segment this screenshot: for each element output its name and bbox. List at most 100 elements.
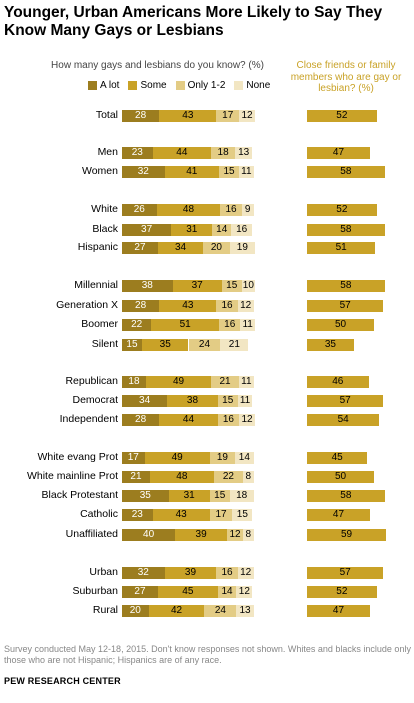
- row-label-women: Women: [82, 165, 118, 177]
- bar-value-none-generation-x: 12: [240, 300, 252, 311]
- bar-segment-only12-republican: [211, 376, 240, 388]
- close-value-total: 52: [336, 110, 348, 121]
- bar-segment-none-white-evang-prot: [235, 452, 254, 464]
- bar-segment-some-boomer: [151, 319, 220, 331]
- bar-value-a-lot-hispanic: 27: [134, 242, 146, 253]
- bar-value-a-lot-silent: 15: [126, 339, 138, 350]
- bar-segment-none-white-mainline-prot: [243, 471, 254, 483]
- row-label-silent: Silent: [91, 338, 118, 350]
- close-bar-rural: [307, 605, 370, 617]
- row-label-rural: Rural: [92, 604, 118, 616]
- bar-segment-a-lot-hispanic: [122, 242, 158, 254]
- bar-segment-none-men: [235, 147, 253, 159]
- bar-value-a-lot-unaffiliated: 40: [143, 529, 155, 540]
- close-bar-total: [307, 110, 377, 122]
- bar-value-a-lot-women: 32: [137, 166, 149, 177]
- bar-value-a-lot-black-protestant: 35: [139, 490, 151, 501]
- bar-value-only12-independent: 16: [222, 414, 234, 425]
- close-bar-black-protestant: [307, 490, 385, 502]
- bar-value-only12-white: 16: [225, 204, 237, 215]
- close-value-boomer: 50: [334, 319, 347, 330]
- bar-value-only12-catholic: 17: [215, 509, 227, 520]
- legend-swatch-only-1-2: [175, 81, 185, 90]
- bar-value-only12-boomer: 16: [224, 319, 236, 330]
- bar-value-none-republican: 11: [241, 376, 252, 387]
- bar-segment-a-lot-independent: [122, 414, 160, 426]
- bar-segment-a-lot-black: [122, 224, 172, 236]
- close-bar-millennial: [307, 280, 385, 292]
- bar-segment-a-lot-boomer: [122, 319, 152, 331]
- bar-segment-some-democrat: [167, 395, 218, 407]
- bar-value-a-lot-rural: 20: [129, 605, 141, 616]
- bar-value-some-urban: 39: [184, 567, 197, 578]
- legend-swatch-a-lot: [88, 81, 97, 90]
- close-bar-democrat: [307, 395, 384, 407]
- legend-swatch-none: [234, 81, 244, 90]
- bar-segment-some-white-mainline-prot: [149, 471, 214, 483]
- close-value-rural: 47: [332, 605, 345, 616]
- bar-value-only12-unaffiliated: 12: [229, 529, 241, 540]
- bar-value-some-white-evang-prot: 49: [171, 452, 183, 463]
- bar-segment-none-women: [239, 166, 254, 178]
- bar-segment-a-lot-women: [122, 166, 165, 178]
- close-value-urban: 57: [339, 567, 351, 578]
- close-bar-unaffiliated: [307, 529, 387, 541]
- bar-segment-only12-black: [212, 224, 232, 236]
- row-label-suburban: Suburban: [72, 585, 118, 597]
- bar-segment-none-white: [241, 204, 254, 216]
- bar-segment-none-total: [239, 110, 255, 122]
- bar-segment-only12-hispanic: [203, 242, 230, 254]
- close-bar-black: [307, 224, 385, 236]
- bar-segment-only12-men: [211, 147, 236, 159]
- bar-segment-only12-boomer: [219, 319, 241, 331]
- bar-value-some-boomer: 51: [179, 319, 191, 330]
- bar-segment-a-lot-generation-x: [122, 300, 160, 312]
- legend-item-none: None: [234, 80, 270, 91]
- bar-value-only12-millennial: 15: [226, 280, 238, 291]
- bar-value-some-black-protestant: 31: [183, 490, 195, 501]
- bar-segment-some-rural: [148, 605, 205, 617]
- bar-segment-a-lot-white-evang-prot: [122, 452, 145, 464]
- bar-value-only12-women: 15: [223, 166, 235, 177]
- bar-value-only12-urban: 16: [221, 567, 233, 578]
- bar-value-none-women: 11: [241, 166, 252, 177]
- bar-segment-only12-women: [219, 166, 240, 178]
- legend-label-none: None: [246, 80, 271, 91]
- bar-segment-none-independent: [239, 414, 255, 426]
- bar-value-none-black-protestant: 18: [236, 490, 248, 501]
- bar-segment-a-lot-catholic: [122, 509, 153, 521]
- row-label-generation-x: Generation X: [56, 299, 118, 311]
- row-label-total: Total: [95, 109, 118, 121]
- bar-value-some-white-mainline-prot: 48: [176, 471, 188, 482]
- bar-segment-some-suburban: [157, 586, 218, 598]
- bar-value-none-boomer: 11: [242, 319, 253, 330]
- legend-item-a-lot: A lot: [88, 80, 119, 91]
- bar-value-none-unaffiliated: 8: [245, 529, 252, 540]
- bar-value-some-white: 48: [182, 204, 195, 215]
- bar-segment-none-unaffiliated: [243, 529, 254, 541]
- bar-value-a-lot-catholic: 23: [131, 509, 143, 520]
- bar-segment-only12-independent: [217, 414, 240, 426]
- bar-value-a-lot-republican: 18: [128, 376, 140, 387]
- bar-segment-only12-generation-x: [216, 300, 238, 312]
- bar-value-only12-black-protestant: 15: [214, 490, 226, 501]
- bar-segment-none-suburban: [236, 586, 253, 598]
- legend-item-only-1-2: Only 1-2: [175, 80, 225, 91]
- close-bar-suburban: [307, 586, 377, 598]
- close-value-republican: 46: [332, 376, 344, 387]
- bar-segment-only12-catholic: [209, 509, 233, 521]
- bar-value-none-hispanic: 19: [236, 242, 248, 253]
- close-friends-header: Close friends or family members who are …: [290, 60, 402, 94]
- bar-value-some-independent: 44: [182, 414, 195, 425]
- close-bar-silent: [307, 339, 354, 351]
- legend-item-some: Some: [128, 80, 167, 91]
- close-value-suburban: 52: [336, 586, 348, 597]
- bar-segment-only12-silent: [188, 339, 221, 351]
- bar-segment-a-lot-men: [122, 147, 153, 159]
- bar-value-some-black: 31: [186, 224, 198, 235]
- row-label-white-mainline-prot: White mainline Prot: [26, 470, 118, 482]
- row-label-hispanic: Hispanic: [77, 241, 118, 253]
- bar-value-none-silent: 21: [228, 339, 240, 350]
- bar-segment-a-lot-white-mainline-prot: [122, 471, 150, 483]
- bar-segment-none-hispanic: [229, 242, 255, 254]
